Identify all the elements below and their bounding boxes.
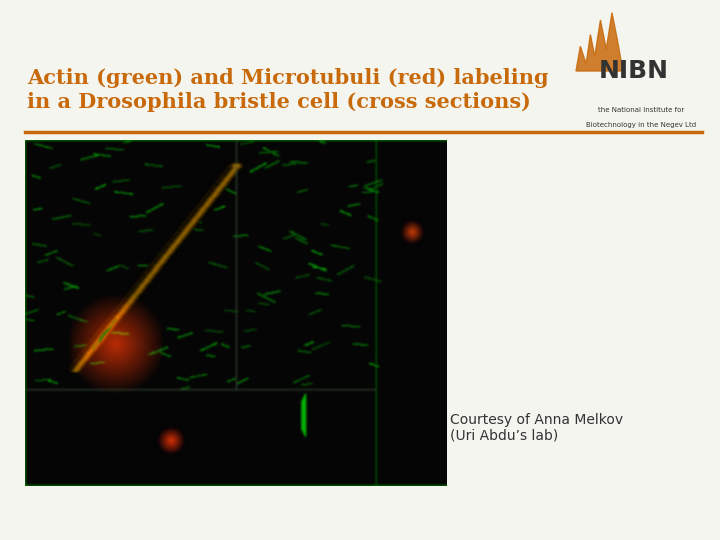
Text: Biotechnology in the Negev Ltd: Biotechnology in the Negev Ltd [586, 122, 696, 128]
Text: Courtesy of Anna Melkov
(Uri Abdu’s lab): Courtesy of Anna Melkov (Uri Abdu’s lab) [450, 413, 623, 443]
Text: Actin (green) and Microtubuli (red) labeling
in a Drosophila bristle cell (cross: Actin (green) and Microtubuli (red) labe… [27, 68, 549, 112]
Polygon shape [576, 13, 622, 71]
Text: NIBN: NIBN [598, 59, 669, 83]
Text: the National Institute for: the National Institute for [598, 107, 684, 113]
